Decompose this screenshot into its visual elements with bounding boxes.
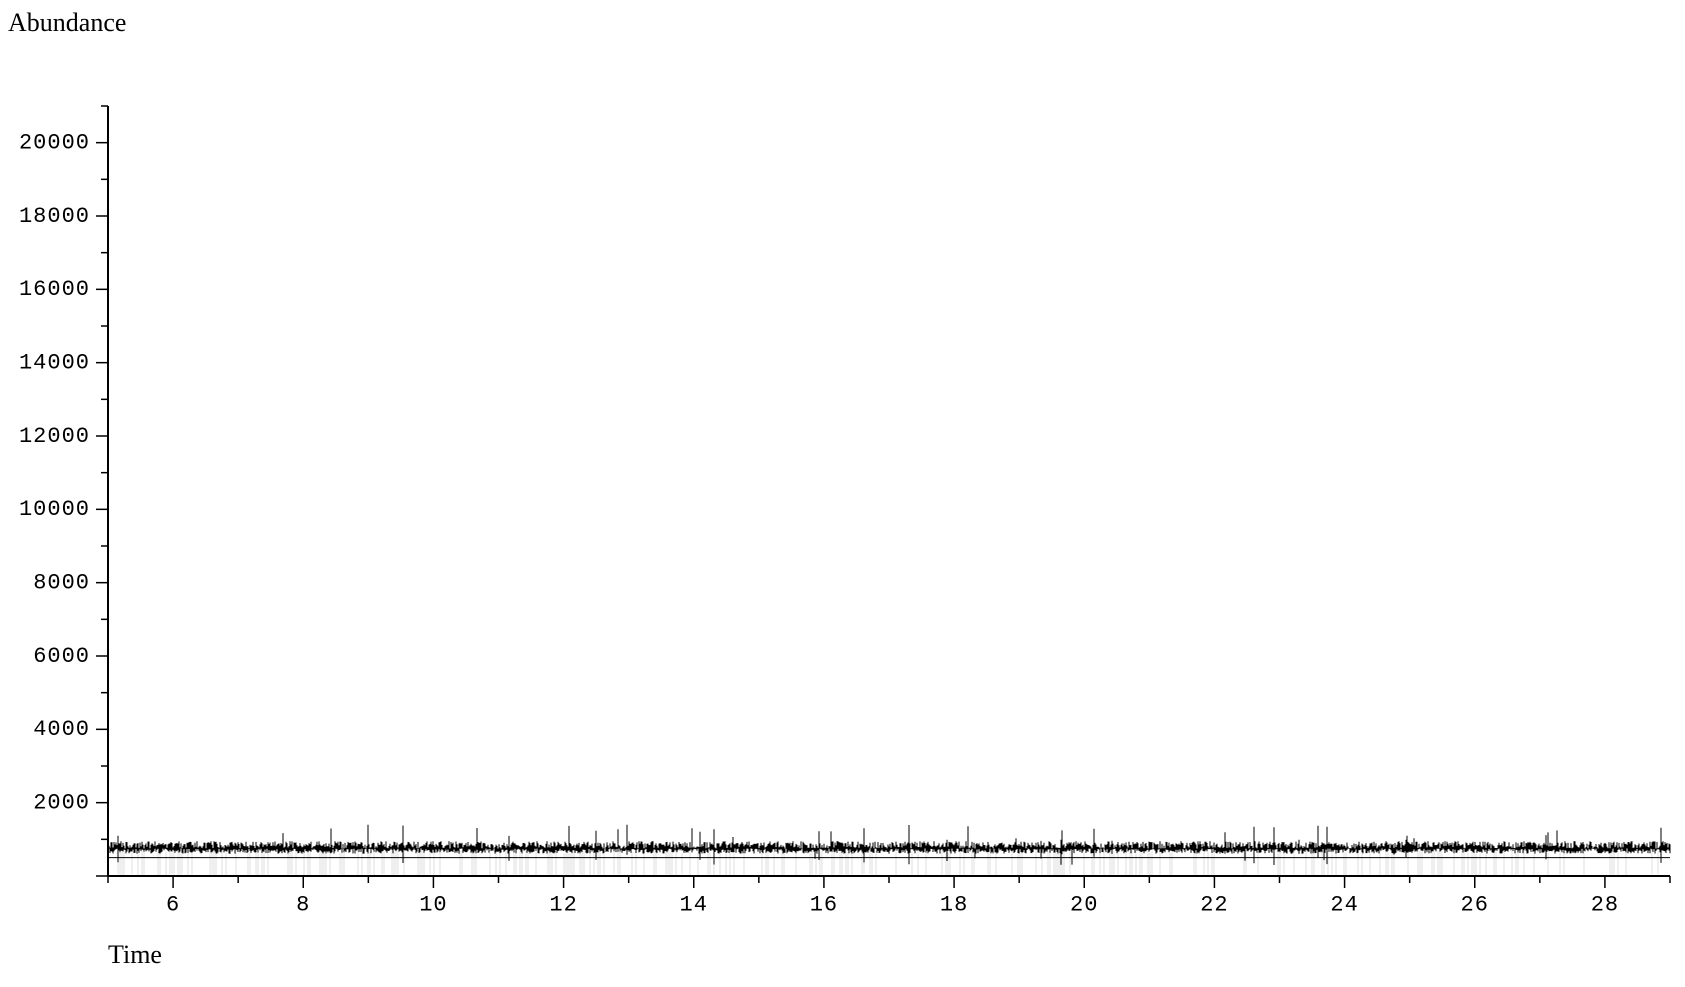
svg-text:14000: 14000	[19, 350, 90, 375]
y-axis-title: Abundance	[8, 8, 126, 38]
chromatogram-svg: 2000 4000 6000 8000 10000 12000 14000 16000 1800…	[14, 102, 1674, 940]
svg-text:18: 18	[940, 892, 968, 917]
svg-text:6000: 6000	[33, 644, 90, 669]
svg-text:6: 6	[166, 892, 180, 917]
svg-text:12: 12	[549, 892, 577, 917]
svg-text:16: 16	[810, 892, 838, 917]
svg-text:22: 22	[1200, 892, 1228, 917]
x-axis-title: Time	[108, 940, 162, 970]
svg-text:4000: 4000	[33, 717, 90, 742]
svg-text:2000: 2000	[33, 790, 90, 815]
chart-plot-area: 2000 4000 6000 8000 10000 12000 14000 16000 1800…	[14, 102, 1674, 940]
svg-text:8: 8	[296, 892, 310, 917]
svg-text:18000: 18000	[19, 204, 90, 229]
svg-text:10000: 10000	[19, 497, 90, 522]
svg-text:20: 20	[1070, 892, 1098, 917]
svg-text:10: 10	[419, 892, 447, 917]
svg-text:26: 26	[1461, 892, 1489, 917]
svg-text:16000: 16000	[19, 277, 90, 302]
svg-text:24: 24	[1330, 892, 1358, 917]
svg-text:28: 28	[1591, 892, 1619, 917]
svg-text:8000: 8000	[33, 570, 90, 595]
svg-text:12000: 12000	[19, 424, 90, 449]
svg-text:14: 14	[680, 892, 708, 917]
svg-text:20000: 20000	[19, 130, 90, 155]
